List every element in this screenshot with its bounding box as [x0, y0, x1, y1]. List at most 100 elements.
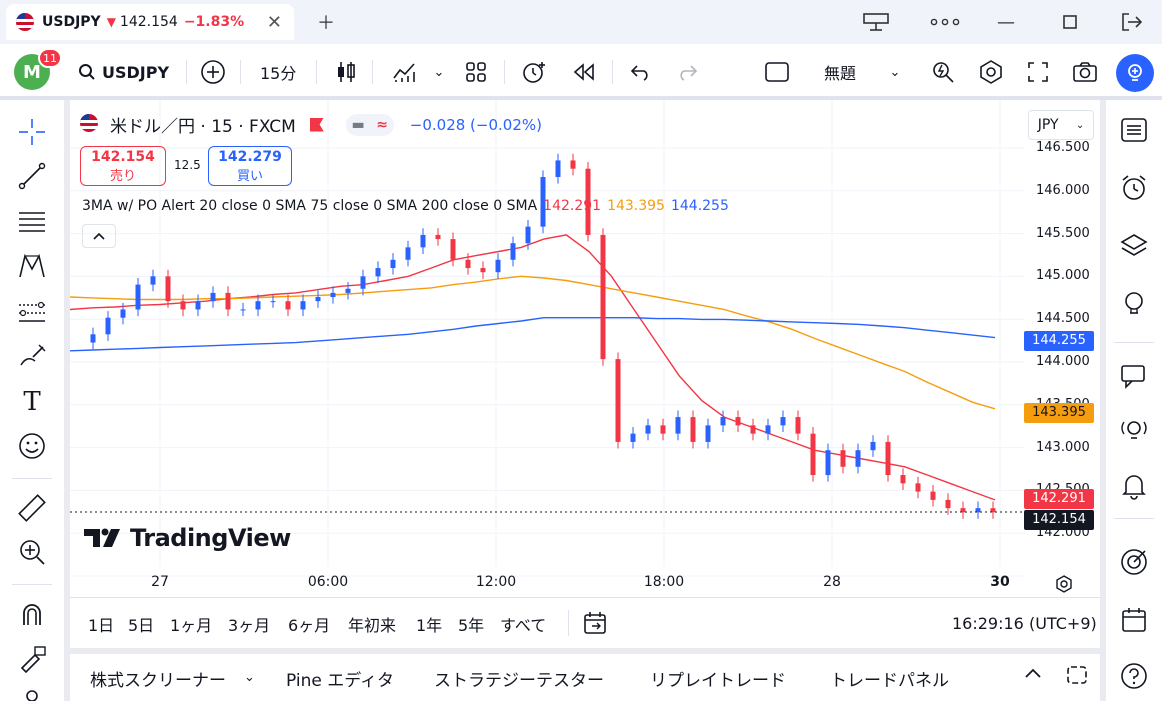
ideas-icon[interactable]	[1116, 286, 1152, 322]
chevron-down-icon[interactable]: ⌄	[244, 670, 255, 685]
hotlist-icon[interactable]	[1116, 412, 1152, 448]
tab-trade-panel[interactable]: トレードパネル	[830, 671, 949, 691]
tab-screener[interactable]: 株式スクリーナー	[90, 671, 226, 691]
chat-icon[interactable]	[1116, 358, 1152, 394]
candle-body	[510, 243, 516, 260]
candle-body	[525, 226, 531, 244]
collapse-legend-button[interactable]	[82, 224, 116, 248]
chevron-up-icon[interactable]	[1024, 664, 1042, 687]
quick-search-icon[interactable]	[930, 54, 956, 90]
crosshair-icon[interactable]	[14, 114, 50, 150]
ruler-icon[interactable]	[14, 490, 50, 526]
pattern-icon[interactable]	[14, 248, 50, 284]
symbol-search-button[interactable]: USDJPY	[78, 54, 169, 90]
redo-icon[interactable]	[676, 54, 698, 90]
maximize-icon[interactable]	[1056, 8, 1084, 36]
calendar-icon[interactable]	[1116, 602, 1152, 638]
new-tab-icon[interactable]: ＋	[317, 13, 335, 34]
logout-icon[interactable]	[1118, 8, 1146, 36]
settings-icon[interactable]	[978, 54, 1004, 90]
prediction-icon[interactable]	[14, 294, 50, 330]
price-tick: 145.500	[1036, 225, 1090, 241]
indicators-icon[interactable]	[392, 54, 418, 90]
sell-button[interactable]: 142.154 売り	[80, 146, 166, 186]
candle-body	[495, 259, 501, 273]
price-chart[interactable]	[70, 100, 1100, 648]
flag-icon[interactable]	[309, 117, 324, 132]
maximize-panel-icon[interactable]	[1066, 664, 1088, 691]
candle-body	[240, 309, 246, 311]
layout-name[interactable]: 無題	[824, 64, 857, 83]
candle-body	[885, 441, 891, 476]
templates-icon[interactable]	[464, 54, 488, 90]
fullscreen-icon[interactable]	[1026, 54, 1050, 90]
time-tick: 27	[151, 574, 169, 590]
compare-symbol-button[interactable]	[198, 54, 228, 90]
text-tool-icon[interactable]: T	[23, 387, 41, 417]
candle-body	[165, 276, 171, 302]
candle-body	[480, 268, 486, 273]
goto-date-icon[interactable]	[582, 610, 608, 636]
trend-line-icon[interactable]	[14, 158, 50, 194]
minimize-icon[interactable]: —	[997, 11, 1015, 33]
more-options-icon[interactable]	[930, 8, 960, 36]
camera-icon[interactable]	[1072, 54, 1098, 90]
watchlist-icon[interactable]	[1116, 112, 1152, 148]
buy-price: 142.279	[218, 148, 282, 165]
hide-icon[interactable]	[14, 686, 50, 701]
undo-icon[interactable]	[630, 54, 652, 90]
range-button[interactable]: 5年	[458, 616, 485, 635]
tab-pine-editor[interactable]: Pine エディタ	[286, 671, 395, 691]
magnet-icon[interactable]	[14, 596, 50, 632]
spread: 12.5	[174, 158, 201, 172]
divider	[12, 478, 52, 479]
candle-body	[630, 433, 636, 442]
publish-button[interactable]	[1116, 54, 1154, 92]
help-icon[interactable]	[1116, 658, 1152, 694]
tab-symbol: USDJPY	[42, 14, 101, 30]
currency-select[interactable]: JPY ⌄	[1028, 110, 1094, 140]
alert-icon[interactable]	[520, 54, 548, 90]
browser-tab[interactable]: USDJPY ▼ 142.154 −1.83% ✕	[6, 4, 294, 40]
buy-button[interactable]: 142.279 買い	[208, 146, 292, 186]
chevron-down-icon[interactable]: ⌄	[889, 64, 901, 80]
close-tab-icon[interactable]: ✕	[266, 11, 282, 33]
interval-button[interactable]: 15分	[260, 64, 297, 83]
layout-toggle-icon[interactable]	[764, 54, 790, 90]
fib-icon[interactable]	[14, 204, 50, 240]
tab-strategy-tester[interactable]: ストラテジーテスター	[434, 671, 604, 691]
zoom-in-icon[interactable]	[14, 534, 50, 570]
range-button[interactable]: すべて	[500, 616, 547, 635]
candle-body	[315, 297, 321, 302]
lock-drawing-icon[interactable]	[14, 640, 50, 676]
tab-replay-trade[interactable]: リプレイトレード	[650, 671, 786, 691]
axis-settings-icon[interactable]	[1054, 574, 1074, 594]
chevron-down-icon[interactable]: ⌄	[433, 64, 445, 80]
clock[interactable]: 16:29:16 (UTC+9)	[952, 614, 1097, 633]
chart-area[interactable]: 米ドル／円 · 15 · FXCM ▬ ≈ −0.028 (−0.02%) 14…	[70, 100, 1100, 648]
divider	[240, 60, 241, 84]
target-icon[interactable]	[1116, 544, 1152, 580]
market-status-badge[interactable]: ▬ ≈	[345, 113, 394, 136]
range-button[interactable]: 1年	[416, 616, 443, 635]
candles-icon[interactable]	[334, 54, 358, 90]
bell-icon[interactable]	[1116, 468, 1152, 504]
range-button[interactable]: 年初来	[348, 616, 397, 635]
candle-body	[300, 301, 306, 310]
range-button[interactable]: 1日	[88, 616, 115, 635]
range-button[interactable]: 6ヶ月	[288, 616, 331, 635]
replay-icon[interactable]	[572, 54, 596, 90]
range-button[interactable]: 3ヶ月	[228, 616, 271, 635]
alarm-clock-icon[interactable]	[1116, 170, 1152, 206]
layout-icon[interactable]	[862, 8, 890, 36]
range-button[interactable]: 5日	[128, 616, 155, 635]
candle-body	[120, 309, 126, 318]
candle-body	[90, 334, 96, 343]
emoji-icon[interactable]	[14, 428, 50, 464]
candle-body	[225, 292, 231, 310]
indicator-legend[interactable]: 3MA w/ PO Alert 20 close 0 SMA 75 close …	[82, 198, 729, 214]
range-button[interactable]: 1ヶ月	[170, 616, 213, 635]
tradingview-watermark: TradingView	[84, 524, 291, 552]
brush-icon[interactable]	[14, 338, 50, 374]
layers-icon[interactable]	[1116, 228, 1152, 264]
